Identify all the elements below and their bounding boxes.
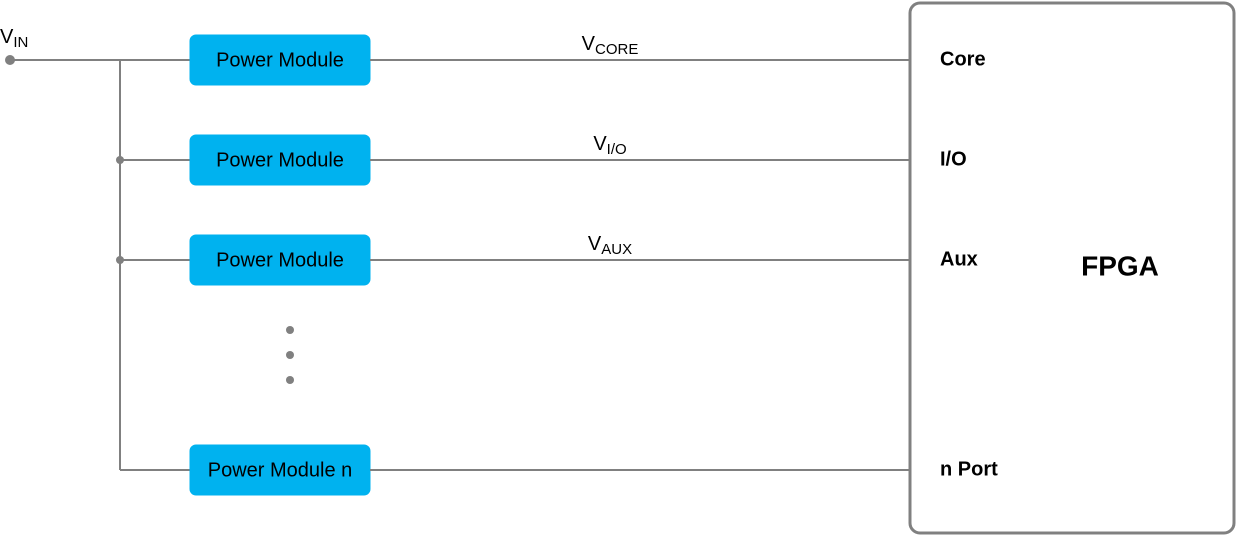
ellipsis-dot [286, 376, 294, 384]
ellipsis-dot [286, 351, 294, 359]
fpga-label: FPGA [1081, 250, 1159, 281]
rail-label: VCORE [582, 33, 639, 58]
vin-label: VIN [0, 26, 28, 51]
rail-label: VI/O [593, 133, 626, 158]
power-module-label: Power Module [216, 149, 344, 171]
rail-label: VAUX [588, 233, 632, 258]
bus-junction-dot [116, 156, 124, 164]
fpga-port-label: Aux [940, 248, 978, 270]
fpga-port-label: n Port [940, 458, 998, 480]
power-module-label: Power Module [216, 249, 344, 271]
power-module-label: Power Module n [208, 459, 353, 481]
fpga-port-label: Core [940, 48, 986, 70]
bus-junction-dot [116, 256, 124, 264]
fpga-port-label: I/O [940, 148, 967, 170]
power-module-label: Power Module [216, 49, 344, 71]
ellipsis-dot [286, 326, 294, 334]
